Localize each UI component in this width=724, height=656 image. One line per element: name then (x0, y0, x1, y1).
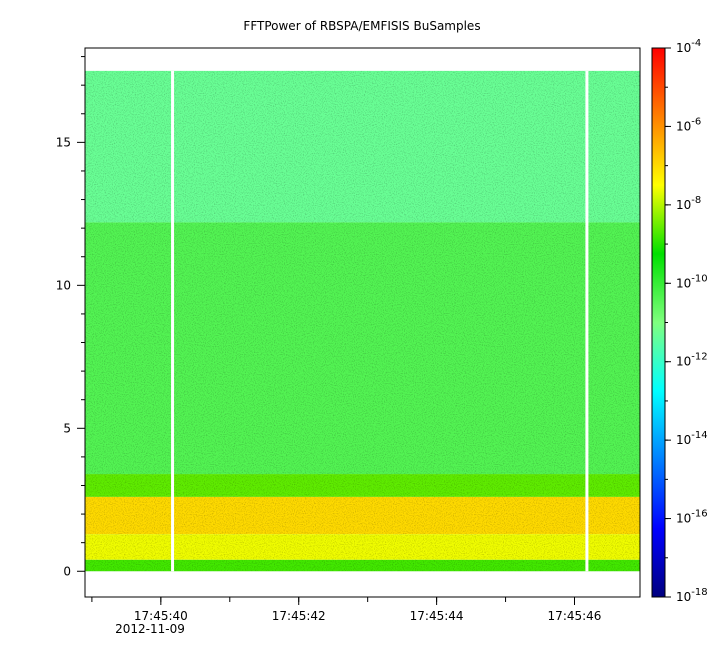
colorbar-tick-label: 10-16 (676, 509, 708, 526)
x-tick-label: 17:45:44 (410, 609, 464, 623)
colorbar-tick-label: 10-12 (676, 352, 708, 369)
spectrogram-band (85, 496, 640, 535)
data-gap (171, 70, 175, 572)
x-tick-label: 17:45:42 (272, 609, 326, 623)
plot-frame (84, 47, 641, 598)
spectrogram-band (85, 559, 640, 572)
data-gap (585, 70, 589, 572)
colorbar-tick-label: 10-4 (676, 38, 701, 55)
colorbar-bar (651, 47, 666, 598)
x-tick-label: 17:45:46 (548, 609, 602, 623)
y-axis: 0 5 10 15 (56, 56, 85, 578)
colorbar: 10-4 10-6 10-8 10-10 10-12 10-14 10-16 10-18 (651, 38, 708, 604)
spectrogram-band (85, 534, 640, 560)
spectrogram-band (85, 222, 640, 475)
spectrogram-band (85, 70, 640, 223)
spectrogram-band (85, 474, 640, 497)
plot-area (84, 47, 641, 598)
x-date-label: 2012-11-09 (115, 622, 185, 636)
y-tick-label: 10 (56, 278, 71, 292)
colorbar-tick-label: 10-8 (676, 195, 701, 212)
colorbar-tick-label: 10-18 (676, 587, 708, 604)
spectrogram-bands (85, 70, 640, 572)
colorbar-tick-label: 10-6 (676, 116, 701, 133)
x-axis: 17:45:40 17:45:42 17:45:44 17:45:46 (91, 597, 602, 623)
y-tick-label: 5 (63, 421, 71, 435)
x-tick-label: 17:45:40 (134, 609, 188, 623)
y-tick-label: 15 (56, 135, 71, 149)
chart-title: FFTPower of RBSPA/EMFISIS BuSamples (243, 19, 480, 33)
colorbar-tick-label: 10-10 (676, 273, 708, 290)
y-tick-label: 0 (63, 564, 71, 578)
colorbar-tick-label: 10-14 (676, 430, 708, 447)
